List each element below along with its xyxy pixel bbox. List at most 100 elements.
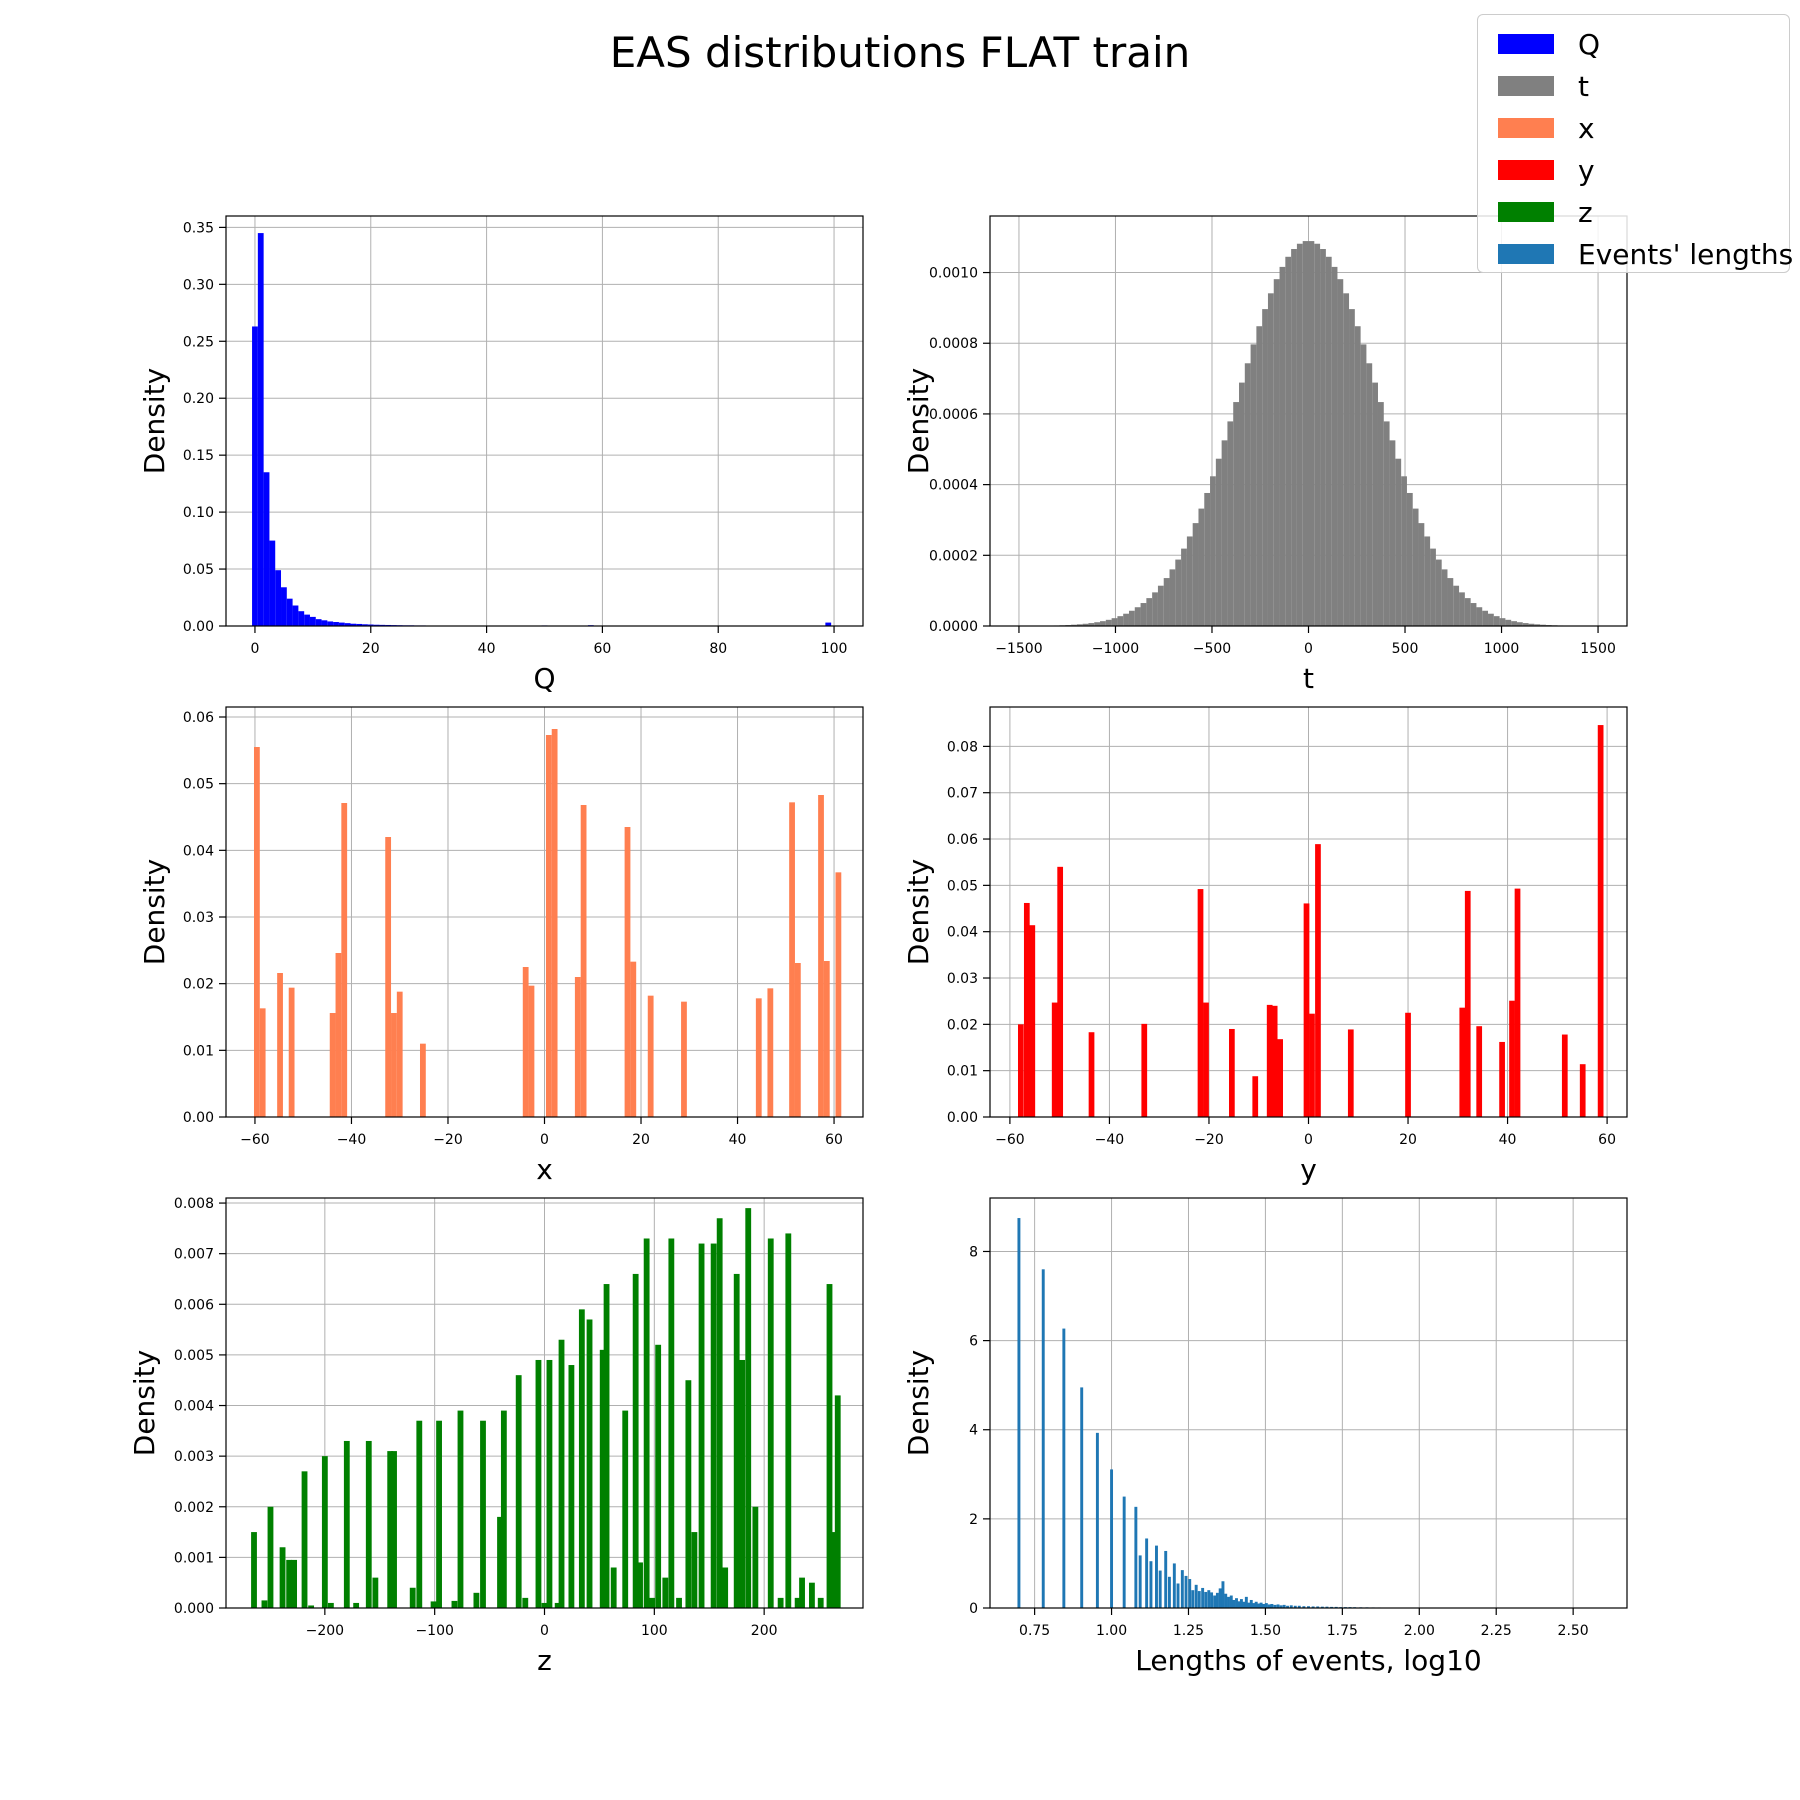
bar: [1430, 548, 1436, 626]
bar: [279, 1547, 286, 1608]
bar: [632, 1273, 639, 1608]
bar: [1264, 1603, 1268, 1608]
plot-area: [990, 1198, 1627, 1608]
bar: [372, 1577, 379, 1608]
bar: [1197, 889, 1204, 1117]
y-tick-label: 0.20: [183, 391, 214, 407]
bar: [1273, 279, 1280, 626]
legend-label-t: t: [1578, 69, 1589, 103]
x-tick-label: 60: [1598, 1132, 1616, 1148]
bar: [578, 1309, 585, 1608]
x-tick-label: 100: [641, 1623, 668, 1639]
bar: [1140, 603, 1147, 626]
bar: [385, 837, 392, 1117]
subplot-x: −60 −40 −20 0 20 40 60 0.00 0.01 0.02 0.03 0.04 0.05…: [138, 706, 864, 1186]
plot-frame: [225, 215, 864, 627]
y-axis-label: Density: [902, 859, 935, 965]
bar: [691, 1532, 698, 1608]
bar: [1194, 1584, 1198, 1608]
bar: [1218, 1588, 1222, 1608]
bar: [288, 987, 295, 1117]
bar: [698, 1243, 705, 1608]
bar: [546, 1359, 553, 1608]
bar: [1233, 402, 1240, 626]
bar: [1377, 402, 1384, 626]
x-tick-label: 20: [362, 641, 380, 657]
bar: [1201, 1587, 1205, 1608]
bar: [1267, 293, 1274, 626]
bar: [1134, 607, 1141, 626]
bar: [1307, 1606, 1310, 1608]
bar: [1191, 1590, 1195, 1608]
bar: [1175, 559, 1182, 626]
bar: [1302, 241, 1309, 626]
bar: [834, 1395, 841, 1608]
bar: [1476, 607, 1483, 626]
bar: [1227, 1596, 1230, 1608]
bar: [1389, 440, 1396, 626]
y-tick-label: 4: [969, 1423, 978, 1439]
bar: [1184, 1575, 1188, 1608]
bar: [515, 1375, 522, 1608]
y-tick-label: 0.003: [174, 1449, 214, 1465]
bar: [785, 1233, 792, 1608]
bars-y: [1017, 725, 1604, 1117]
x-tick-label: −60: [240, 1132, 270, 1148]
bar: [301, 1471, 308, 1608]
bar: [1435, 559, 1442, 626]
bar: [1105, 619, 1112, 626]
bar: [1412, 508, 1419, 626]
bar: [396, 991, 403, 1117]
legend-label-x: x: [1578, 111, 1595, 145]
bar: [1579, 1064, 1586, 1117]
legend-item-q: Q: [1488, 23, 1779, 65]
bar: [315, 619, 322, 626]
bar: [1123, 613, 1129, 626]
x-tick-label: −60: [995, 1132, 1025, 1148]
bar: [291, 1559, 298, 1608]
bar: [1257, 1603, 1261, 1608]
bar: [480, 1420, 486, 1608]
bar: [1242, 1601, 1246, 1608]
bar: [1229, 1595, 1233, 1608]
x-tick-label: −1000: [1092, 641, 1139, 657]
bar: [643, 1238, 650, 1608]
y-tick-label: 0.0006: [929, 407, 978, 423]
bar: [1499, 618, 1506, 626]
bar: [637, 1562, 643, 1608]
bar: [257, 233, 264, 627]
bar: [1266, 1004, 1273, 1117]
bar: [261, 1600, 268, 1608]
bar: [1441, 569, 1448, 626]
bar: [1276, 1604, 1280, 1608]
bar: [624, 827, 631, 1117]
bar: [1210, 1592, 1214, 1608]
bar: [1158, 1570, 1162, 1608]
bar: [1405, 1012, 1411, 1117]
bar: [1488, 613, 1494, 626]
x-tick-label: 60: [825, 1132, 843, 1148]
bar: [535, 1359, 542, 1608]
bar: [1239, 1599, 1243, 1608]
bar: [1447, 578, 1454, 626]
bar: [1088, 1032, 1095, 1117]
bar: [1254, 1601, 1258, 1608]
bar: [1247, 1602, 1251, 1608]
bar: [752, 1506, 759, 1608]
bar: [1296, 243, 1303, 626]
bars-t: [1018, 241, 1599, 626]
bar: [1017, 1218, 1021, 1608]
bar: [391, 1013, 397, 1117]
legend-label-z: z: [1578, 195, 1593, 229]
bar: [825, 622, 832, 626]
bar: [794, 1597, 801, 1608]
y-tick-label: 0.03: [947, 971, 978, 987]
figure-title: EAS distributions FLAT train: [609, 28, 1191, 77]
bar: [1057, 866, 1064, 1117]
bar: [1215, 1592, 1219, 1608]
bars-x: [253, 729, 842, 1117]
bar: [1293, 1605, 1297, 1608]
bar: [327, 1602, 334, 1608]
